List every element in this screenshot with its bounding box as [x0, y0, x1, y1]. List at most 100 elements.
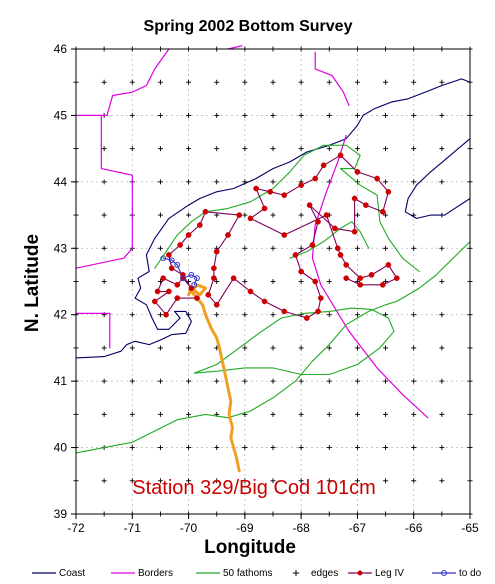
edge-marker	[129, 279, 135, 284]
edge-marker	[214, 146, 220, 152]
station-todo-point	[160, 255, 167, 262]
station-point	[354, 169, 361, 175]
station-point	[188, 285, 195, 291]
station-point	[351, 228, 358, 235]
edge-marker	[326, 312, 332, 318]
station-point	[163, 311, 169, 318]
edge-marker	[439, 146, 445, 152]
edge-marker	[383, 146, 389, 152]
edge-marker	[242, 112, 248, 118]
station-point	[368, 272, 375, 278]
edge-marker	[101, 245, 107, 251]
series-line-borders	[75, 114, 133, 269]
edge-marker	[298, 212, 304, 218]
edge-marker	[326, 146, 332, 152]
edge-marker	[270, 478, 276, 484]
edge-marker	[411, 146, 417, 152]
edge-marker	[298, 445, 304, 451]
edge-marker	[157, 146, 163, 152]
series-line-coast	[404, 138, 471, 219]
edge-marker	[326, 378, 332, 384]
edge-marker	[383, 378, 389, 384]
legend-item-borders: Borders	[111, 566, 173, 580]
edge-marker	[186, 112, 192, 118]
station-point	[298, 182, 304, 189]
edge-marker	[270, 212, 276, 218]
y-tick-label: 39	[54, 507, 68, 521]
series-line-fathoms	[75, 241, 471, 454]
edge-marker	[186, 212, 192, 218]
edge-marker	[270, 279, 276, 284]
station-point	[211, 265, 217, 272]
edge-marker	[411, 79, 417, 85]
station-point	[166, 288, 172, 295]
station-point	[320, 162, 327, 169]
edge-marker	[298, 112, 304, 118]
y-tick-label: 46	[54, 42, 68, 56]
series-line-fathoms	[154, 144, 420, 273]
station-point	[337, 252, 344, 258]
edge-marker	[326, 445, 332, 451]
station-todo-point	[180, 275, 186, 282]
station-point	[185, 232, 192, 238]
station-point	[213, 248, 220, 255]
edge-marker	[129, 378, 135, 384]
edge-marker	[411, 179, 417, 185]
edge-marker	[270, 146, 276, 152]
edge-marker	[101, 179, 107, 185]
edge-marker	[354, 212, 360, 218]
station-point	[292, 252, 299, 258]
edge-marker	[439, 279, 445, 284]
edge-marker	[101, 345, 107, 351]
edge-marker	[411, 411, 417, 417]
legend-label: Borders	[138, 567, 174, 579]
edge-marker	[186, 378, 192, 384]
station-point	[205, 291, 212, 298]
edge-marker	[326, 279, 332, 284]
edge-marker	[383, 112, 389, 118]
edge-marker	[242, 245, 248, 251]
y-tick-label: 42	[54, 308, 68, 322]
station-point	[312, 175, 319, 182]
edge-marker	[439, 179, 445, 185]
x-tick-label: -69	[236, 521, 254, 535]
edge-marker	[270, 245, 276, 251]
station-point	[309, 242, 316, 248]
x-tick-label: -71	[124, 521, 142, 535]
legend-item-coast: Coast	[32, 566, 85, 580]
y-tick-label: 41	[54, 374, 68, 388]
station-point	[230, 275, 237, 282]
station-point	[306, 202, 313, 208]
edge-marker	[439, 312, 445, 318]
edge-marker	[157, 345, 163, 351]
station-point	[281, 192, 288, 198]
series-line-fathoms	[193, 307, 395, 376]
y-tick-label: 45	[54, 108, 68, 122]
edge-marker	[439, 378, 445, 384]
edge-marker	[242, 79, 248, 85]
station-point	[253, 185, 259, 192]
edge-marker	[326, 245, 332, 251]
edge-marker	[242, 279, 248, 284]
edge-marker	[298, 245, 304, 251]
edge-marker	[411, 245, 417, 251]
series-line-borders	[75, 312, 111, 349]
series-line-track	[187, 283, 241, 473]
legend-label: Leg IV	[375, 567, 404, 579]
station-point	[303, 315, 310, 321]
station-point	[374, 175, 380, 182]
edge-marker	[101, 378, 107, 384]
station-point	[315, 218, 321, 225]
edge-marker	[186, 245, 192, 251]
station-point	[379, 281, 386, 288]
chart-title: Spring 2002 Bottom Survey	[144, 18, 353, 35]
series-line-borders	[314, 51, 350, 107]
station-point	[261, 205, 268, 212]
edge-marker	[326, 345, 332, 351]
edge-marker	[439, 79, 445, 85]
station-point	[315, 308, 321, 315]
edge-marker	[129, 411, 135, 417]
station-point	[281, 232, 288, 238]
edge-marker	[383, 345, 389, 351]
edge-marker	[354, 112, 360, 118]
